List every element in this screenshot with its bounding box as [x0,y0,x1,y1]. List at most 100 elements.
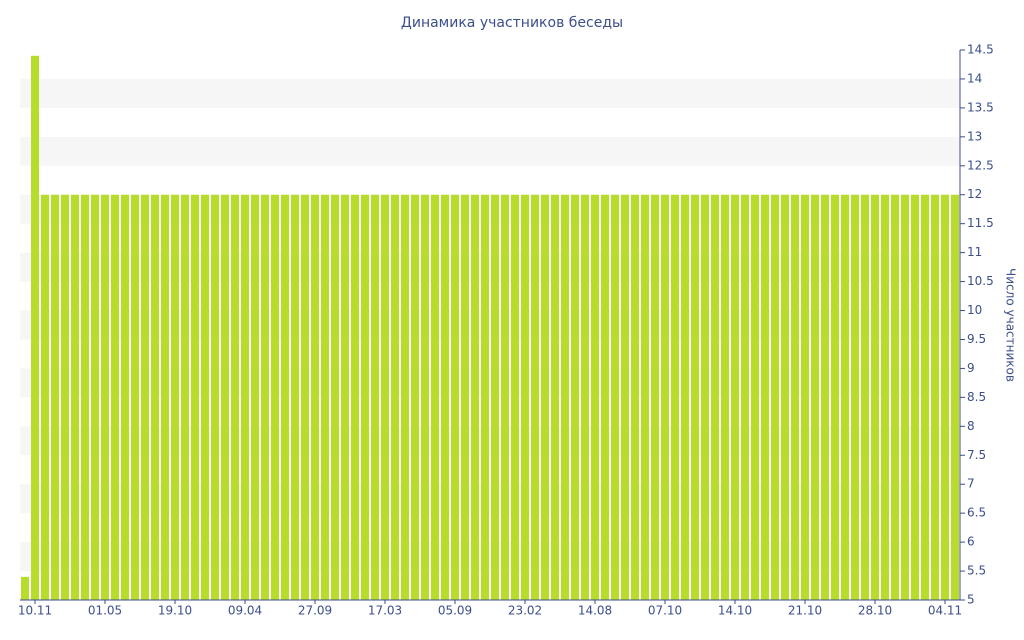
bar [261,194,269,600]
bar [131,194,139,600]
y-tick-label: 8 [967,419,975,433]
bar [731,194,739,600]
bar [101,194,109,600]
bar [441,194,449,600]
y-tick-label: 9.5 [967,332,986,346]
bar [811,194,819,600]
bar [331,194,339,600]
bar [831,194,839,600]
y-tick-label: 13.5 [967,100,994,114]
bar [241,194,249,600]
bar [461,194,469,600]
x-tick-label: 04.11 [928,604,962,618]
x-tick-label: 28.10 [858,604,892,618]
x-tick-label: 19.10 [158,604,192,618]
x-tick-label: 21.10 [788,604,822,618]
bar [191,194,199,600]
bar [621,194,629,600]
bar [921,194,929,600]
bar [341,194,349,600]
bar [841,194,849,600]
y-tick-label: 9 [967,361,975,375]
bar [451,194,459,600]
y-tick-label: 10.5 [967,274,994,288]
bar [581,194,589,600]
bar [391,194,399,600]
bar [151,194,159,600]
grid-band [20,136,960,166]
bar [771,194,779,600]
bar [781,194,789,600]
bar [481,194,489,600]
bar [51,194,59,600]
y-tick-label: 5.5 [967,564,986,578]
bar [931,194,939,600]
chart-title: Динамика участников беседы [401,15,623,31]
x-tick-label: 01.05 [88,604,122,618]
x-tick-label: 27.09 [298,604,332,618]
bar [71,194,79,600]
bar [271,194,279,600]
bar [561,194,569,600]
bar [741,194,749,600]
bar [571,194,579,600]
bar [401,194,409,600]
bar [431,194,439,600]
y-tick-label: 7.5 [967,448,986,462]
bar [61,194,69,600]
bar [651,194,659,600]
bar [591,194,599,600]
y-tick-label: 12.5 [967,158,994,172]
bar [701,194,709,600]
bar [761,194,769,600]
bar [231,194,239,600]
bar [911,194,919,600]
bar [31,55,39,600]
x-tick-label: 09.04 [228,604,262,618]
bar [861,194,869,600]
bar [901,194,909,600]
bar [141,194,149,600]
bar [711,194,719,600]
bar [891,194,899,600]
bar [361,194,369,600]
y-tick-label: 6 [967,535,975,549]
bar [541,194,549,600]
x-tick-label: 10.11 [18,604,52,618]
y-tick-label: 13 [967,129,982,143]
bar [791,194,799,600]
bar [661,194,669,600]
bar [681,194,689,600]
bar [421,194,429,600]
bar [321,194,329,600]
bar [641,194,649,600]
bar [501,194,509,600]
x-tick-label: 14.10 [718,604,752,618]
bar [211,194,219,600]
bar [871,194,879,600]
y-tick-label: 14 [967,71,982,85]
bar [821,194,829,600]
y-axis-label: Число участников [1004,268,1018,382]
grid-band [20,78,960,108]
bar [531,194,539,600]
bar [181,194,189,600]
bar [881,194,889,600]
bar [671,194,679,600]
bar [411,194,419,600]
bar [251,194,259,600]
bar [221,194,229,600]
bar [631,194,639,600]
bar [511,194,519,600]
y-tick-label: 14.5 [967,43,994,57]
y-tick-label: 11.5 [967,216,994,230]
bar [281,194,289,600]
bar [721,194,729,600]
bar [521,194,529,600]
bar [201,194,209,600]
y-tick-label: 12 [967,187,982,201]
y-tick-label: 7 [967,477,975,491]
bar [21,576,29,600]
bar [81,194,89,600]
